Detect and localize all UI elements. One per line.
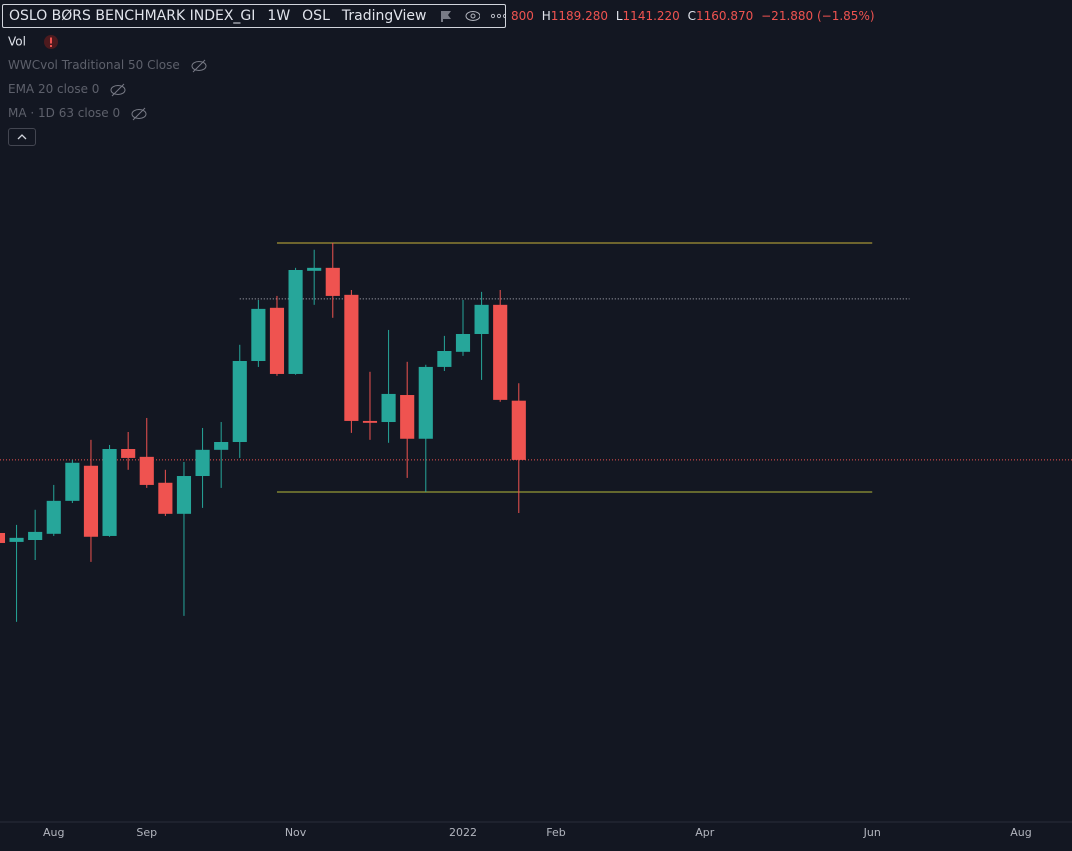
- indicator-name: MA · 1D 63 close 0: [8, 106, 121, 120]
- candle-body: [474, 304, 489, 334]
- candle-body: [214, 441, 229, 450]
- indicator-name: Vol: [8, 34, 26, 49]
- exchange: OSL: [302, 8, 330, 24]
- hidden-icon[interactable]: [130, 107, 148, 121]
- interval: 1W: [267, 8, 291, 24]
- indicator[interactable]: EMA 20 close 0: [8, 82, 127, 97]
- candle-body: [400, 395, 415, 439]
- candle-body: [139, 456, 154, 485]
- symbol-header[interactable]: OSLO BØRS BENCHMARK INDEX_GI 1W OSL Trad…: [2, 4, 506, 28]
- x-tick-label: Feb: [546, 826, 565, 839]
- candle-body: [176, 476, 192, 514]
- candle-body: [511, 400, 526, 460]
- more-icon[interactable]: [490, 9, 506, 23]
- symbol-title: OSLO BØRS BENCHMARK INDEX_GI: [9, 8, 256, 24]
- x-tick-label: Jun: [863, 826, 881, 839]
- indicator[interactable]: WWCvol Traditional 50 Close: [8, 58, 208, 73]
- candle-body: [232, 360, 247, 442]
- eye-icon[interactable]: [464, 9, 480, 23]
- candle-body: [269, 307, 285, 374]
- x-tick-label: Nov: [285, 826, 307, 839]
- indicator[interactable]: MA · 1D 63 close 0: [8, 106, 148, 121]
- x-tick-label: 2022: [449, 826, 477, 839]
- close-key: C: [687, 9, 697, 23]
- ohlc-values: 800 H1189.280 L1141.220 C1160.870 −21.88…: [511, 9, 875, 23]
- candle-body: [493, 304, 508, 400]
- candle-body: [381, 393, 396, 423]
- candle-body: [195, 449, 210, 477]
- chevron-icon: [17, 134, 27, 140]
- candle-body: [121, 449, 136, 458]
- x-tick-label: Aug: [43, 826, 64, 839]
- open-value: 800: [511, 9, 534, 23]
- candle-body: [437, 351, 452, 367]
- candle-body: [418, 366, 433, 439]
- candle-body: [158, 482, 173, 514]
- candle-body: [65, 462, 80, 501]
- hidden-icon[interactable]: [190, 59, 208, 73]
- candle-body: [362, 420, 378, 423]
- candle-body: [28, 531, 43, 541]
- indicator[interactable]: Vol: [8, 34, 60, 50]
- candle-body: [9, 537, 24, 542]
- close-value: 1160.870: [696, 9, 754, 23]
- x-tick-label: Aug: [1010, 826, 1031, 839]
- candle-body: [102, 449, 117, 536]
- candle-body: [325, 267, 340, 296]
- indicator-name: EMA 20 close 0: [8, 82, 100, 96]
- high-key: H: [541, 9, 551, 23]
- candle-body: [455, 333, 471, 352]
- indicator-name: WWCvol Traditional 50 Close: [8, 58, 180, 72]
- low-key: L: [615, 9, 623, 23]
- candle-body: [0, 532, 6, 543]
- error-icon[interactable]: [42, 34, 60, 50]
- candle-body: [46, 500, 61, 534]
- high-value: 1189.280: [550, 9, 609, 23]
- change-value: −21.880 (−1.85%): [761, 9, 875, 23]
- x-tick-label: Apr: [695, 826, 715, 839]
- x-tick-label: Sep: [136, 826, 157, 839]
- candle-body: [344, 294, 359, 421]
- candle-body: [288, 270, 303, 374]
- candle-body: [83, 465, 99, 537]
- candle-body: [307, 267, 322, 271]
- flag-icon[interactable]: [438, 9, 452, 23]
- hidden-icon[interactable]: [109, 83, 127, 97]
- collapse-button[interactable]: [8, 128, 36, 146]
- low-value: 1141.220: [622, 9, 680, 23]
- source: TradingView: [341, 8, 427, 24]
- candle-body: [251, 308, 266, 361]
